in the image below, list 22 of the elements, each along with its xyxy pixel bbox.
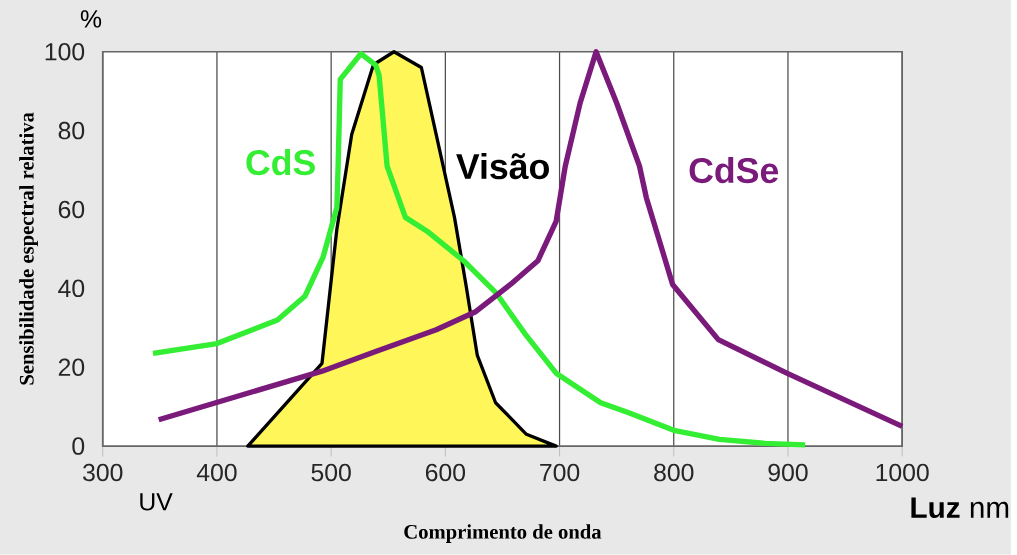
x-tick-label: 700 [540, 463, 580, 482]
text: UV [140, 493, 173, 511]
y-axis-title: Sensibilidade espectral relativa [19, 112, 38, 385]
y-tick-label: 0 [72, 437, 85, 456]
x-tick-label: 1000 [876, 463, 929, 482]
y-tick-label: 80 [58, 122, 85, 140]
series-label: Visão [456, 153, 549, 180]
x-tick-label: 900 [768, 463, 808, 482]
x-axis-title: Comprimento de onda [404, 524, 602, 544]
y-tick-label: 20 [58, 358, 85, 377]
text: % [80, 10, 102, 28]
x-tick-label: 600 [425, 463, 466, 482]
y-tick-label: 40 [58, 279, 85, 298]
x-tick-label: 500 [311, 463, 351, 482]
x-tick-label: 300 [83, 463, 123, 482]
y-tick-label: 100 [45, 43, 85, 61]
text: Luz nm [911, 497, 1009, 519]
x-tick-label: 800 [654, 463, 694, 482]
x-tick-label: 400 [196, 463, 237, 482]
y-tick-label: 60 [58, 200, 85, 219]
series-label: CdS [246, 149, 315, 176]
series-label: CdSe [689, 157, 779, 184]
